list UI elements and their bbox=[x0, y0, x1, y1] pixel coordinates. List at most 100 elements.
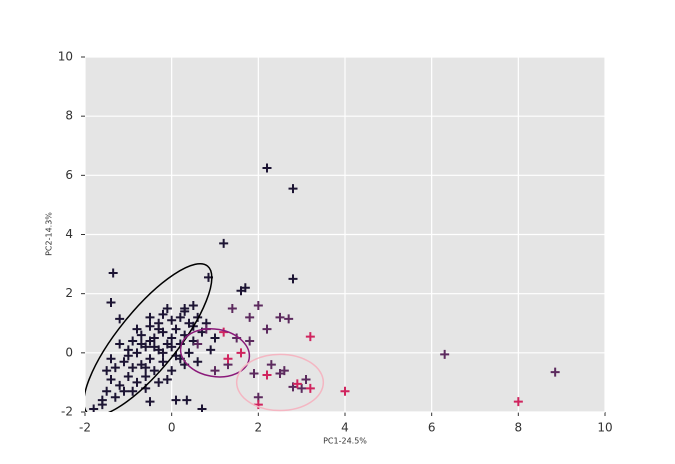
point bbox=[158, 348, 168, 358]
plot-layer bbox=[85, 163, 560, 412]
point bbox=[119, 386, 129, 396]
point bbox=[123, 351, 133, 361]
y-tick-label: 6 bbox=[65, 168, 73, 182]
x-tick-label: -2 bbox=[79, 421, 91, 435]
point bbox=[193, 339, 203, 349]
point bbox=[175, 312, 185, 322]
point bbox=[141, 363, 151, 373]
x-tick-label: 4 bbox=[341, 421, 349, 435]
point bbox=[193, 357, 203, 367]
point bbox=[301, 374, 311, 384]
point bbox=[206, 345, 216, 355]
point bbox=[188, 301, 198, 310]
point bbox=[132, 324, 142, 334]
point bbox=[245, 312, 255, 322]
point bbox=[106, 374, 116, 384]
point bbox=[154, 324, 164, 334]
point bbox=[182, 395, 192, 405]
point bbox=[123, 372, 133, 381]
point bbox=[440, 349, 450, 359]
point bbox=[305, 332, 315, 342]
point bbox=[145, 397, 155, 407]
point bbox=[340, 386, 350, 396]
point bbox=[219, 238, 229, 248]
point bbox=[97, 395, 107, 405]
point bbox=[197, 404, 207, 412]
point bbox=[292, 379, 302, 389]
point bbox=[305, 383, 315, 393]
point bbox=[249, 369, 259, 379]
point bbox=[149, 342, 159, 352]
point bbox=[158, 309, 168, 319]
point bbox=[253, 301, 263, 310]
y-tick-label: 8 bbox=[65, 109, 73, 123]
x-tick-label: 0 bbox=[168, 421, 176, 435]
point bbox=[89, 404, 99, 412]
point bbox=[223, 354, 233, 364]
point bbox=[236, 348, 246, 358]
point bbox=[128, 386, 138, 396]
point bbox=[149, 366, 159, 376]
confidence-ellipse bbox=[85, 263, 213, 412]
confidence-ellipse bbox=[235, 353, 325, 412]
point bbox=[210, 333, 220, 343]
point bbox=[110, 392, 120, 402]
point bbox=[550, 367, 560, 377]
point bbox=[171, 324, 181, 334]
y-tick-label: 2 bbox=[65, 286, 73, 300]
point bbox=[162, 374, 172, 384]
point bbox=[119, 357, 129, 367]
point bbox=[180, 306, 190, 316]
point bbox=[162, 303, 172, 313]
x-tick-label: 2 bbox=[255, 421, 263, 435]
point bbox=[102, 386, 112, 396]
point bbox=[115, 314, 125, 324]
y-axis-label: PC2-14.3% bbox=[45, 212, 54, 256]
y-tick-label: 0 bbox=[65, 345, 73, 359]
x-tick-label: 8 bbox=[515, 421, 523, 435]
point bbox=[158, 357, 168, 367]
point bbox=[245, 336, 255, 346]
x-tick-label: 6 bbox=[428, 421, 436, 435]
point bbox=[288, 184, 298, 194]
point bbox=[128, 363, 138, 373]
point bbox=[167, 333, 177, 343]
point bbox=[145, 321, 155, 331]
point bbox=[128, 336, 138, 346]
point bbox=[102, 366, 112, 376]
point bbox=[145, 312, 155, 322]
point bbox=[154, 377, 164, 387]
y-tick-label: 10 bbox=[58, 50, 73, 64]
point bbox=[288, 274, 298, 284]
point bbox=[132, 348, 142, 358]
point bbox=[108, 268, 118, 278]
y-tick-label: -2 bbox=[61, 405, 73, 419]
confidence-ellipse bbox=[179, 328, 251, 378]
point bbox=[284, 314, 294, 324]
point bbox=[167, 342, 177, 352]
point bbox=[279, 366, 289, 376]
point bbox=[115, 380, 125, 390]
point bbox=[167, 315, 177, 325]
point bbox=[136, 330, 146, 340]
point bbox=[167, 366, 177, 376]
point bbox=[171, 395, 181, 405]
point bbox=[266, 360, 276, 370]
point bbox=[106, 354, 116, 364]
point bbox=[262, 324, 272, 334]
point bbox=[115, 339, 125, 349]
point bbox=[262, 370, 272, 380]
point bbox=[110, 363, 120, 373]
x-axis-label: PC1-24.5% bbox=[323, 437, 367, 446]
point bbox=[227, 303, 237, 313]
y-tick-label: 4 bbox=[65, 227, 73, 241]
point bbox=[513, 397, 523, 407]
point bbox=[132, 377, 142, 387]
point bbox=[184, 348, 194, 358]
point bbox=[275, 312, 285, 322]
point bbox=[136, 339, 146, 349]
point bbox=[210, 366, 220, 376]
point bbox=[106, 298, 116, 308]
point bbox=[145, 336, 155, 346]
